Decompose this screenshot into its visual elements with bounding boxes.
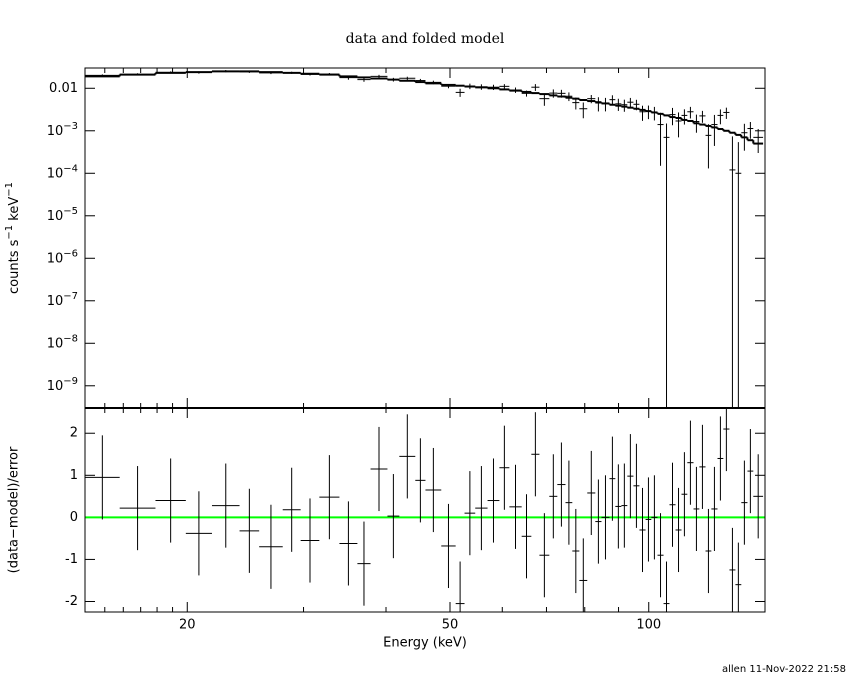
- y-tick-label: 0.01: [49, 81, 78, 96]
- y-axis-label: (data−model)/error: [7, 446, 22, 573]
- x-tick-label: 50: [442, 618, 459, 633]
- y-axis-label: counts s−1 keV−1: [4, 182, 22, 294]
- y-tick-label: 10−8: [47, 333, 78, 351]
- footer: allen 11-Nov-2022 21:58: [722, 664, 846, 675]
- y-tick-label: 10−9: [47, 375, 78, 393]
- y-tick-label: 10−5: [47, 205, 78, 223]
- y-tick-label: 1: [70, 468, 78, 483]
- x-tick-label: 20: [179, 618, 196, 633]
- y-tick-label: 0: [70, 510, 78, 525]
- y-tick-label: 10−4: [47, 163, 78, 181]
- y-tick-label: 10−7: [47, 290, 78, 308]
- chart-title: data and folded model: [346, 31, 505, 47]
- plot-frame: [84, 67, 766, 409]
- x-axis-label: Energy (keV): [383, 636, 467, 651]
- y-tick-label: -1: [65, 552, 78, 567]
- y-tick-label: -2: [65, 594, 78, 609]
- y-tick-label: 10−6: [47, 248, 78, 266]
- y-tick-label: 2: [70, 426, 78, 441]
- plot-frame: [84, 407, 766, 613]
- y-tick-label: 10−3: [47, 120, 78, 138]
- x-tick-label: 100: [636, 618, 661, 633]
